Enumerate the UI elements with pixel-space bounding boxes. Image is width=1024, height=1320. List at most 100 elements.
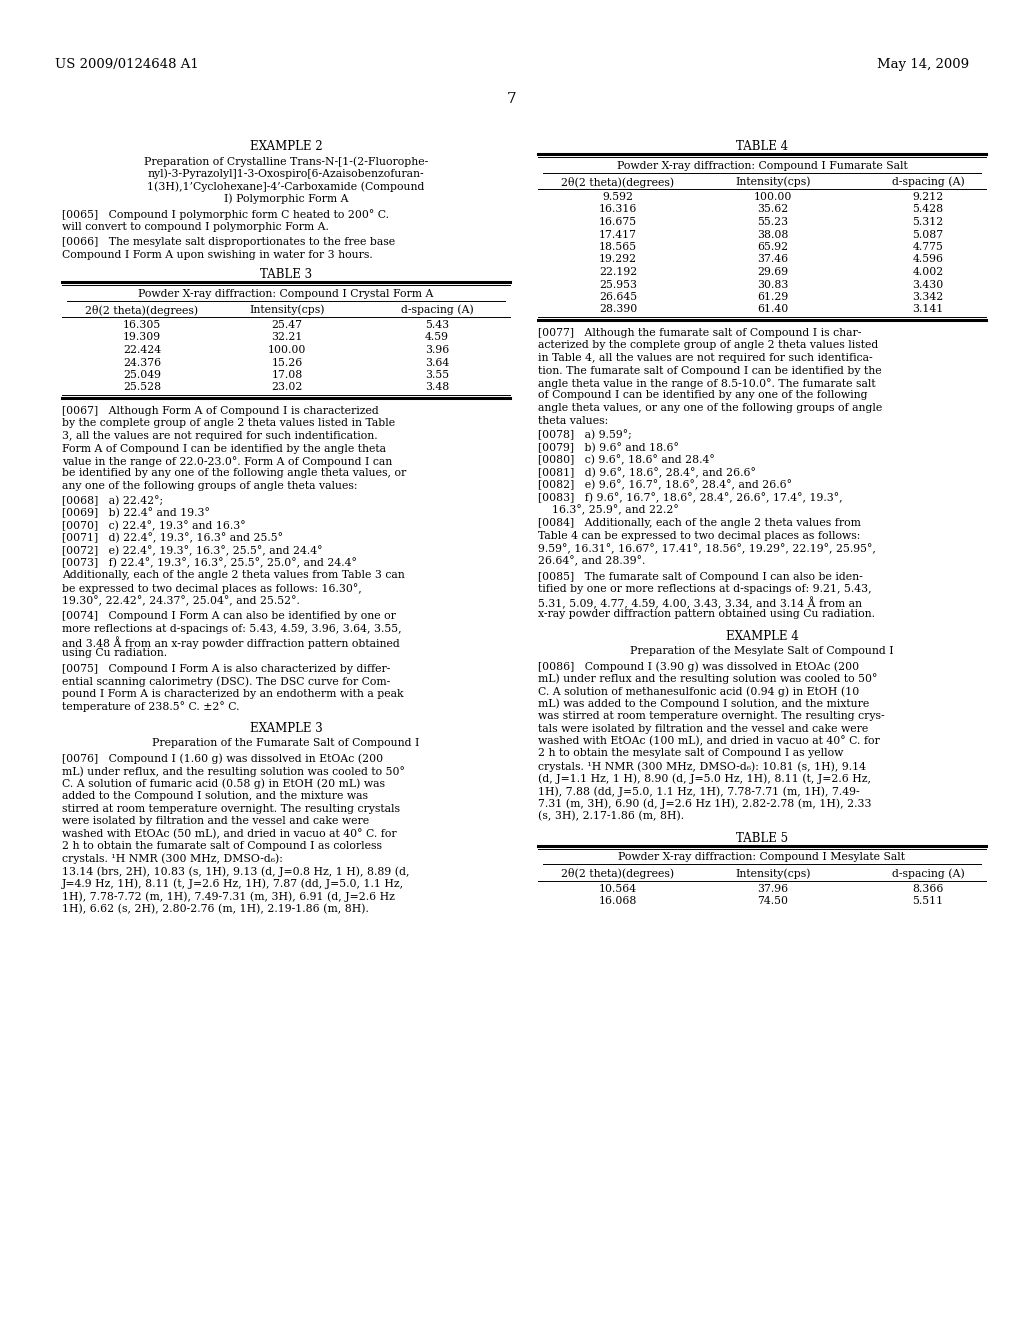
Text: 3.64: 3.64 [425, 358, 450, 367]
Text: Preparation of Crystalline Trans-N-[1-(2-Fluorophe-: Preparation of Crystalline Trans-N-[1-(2… [144, 156, 428, 166]
Text: 13.14 (brs, 2H), 10.83 (s, 1H), 9.13 (d, J=0.8 Hz, 1 H), 8.89 (d,: 13.14 (brs, 2H), 10.83 (s, 1H), 9.13 (d,… [62, 866, 410, 876]
Text: mL) was added to the Compound I solution, and the mixture: mL) was added to the Compound I solution… [538, 698, 869, 709]
Text: 61.40: 61.40 [758, 305, 788, 314]
Text: 2 h to obtain the fumarate salt of Compound I as colorless: 2 h to obtain the fumarate salt of Compo… [62, 841, 382, 851]
Text: 65.92: 65.92 [758, 242, 788, 252]
Text: TABLE 3: TABLE 3 [260, 268, 312, 281]
Text: 3.96: 3.96 [425, 345, 450, 355]
Text: crystals. ¹H NMR (300 MHz, DMSO-d₆):: crystals. ¹H NMR (300 MHz, DMSO-d₆): [62, 854, 283, 865]
Text: x-ray powder diffraction pattern obtained using Cu radiation.: x-ray powder diffraction pattern obtaine… [538, 609, 874, 619]
Text: 3, all the values are not required for such indentification.: 3, all the values are not required for s… [62, 432, 378, 441]
Text: 23.02: 23.02 [271, 383, 303, 392]
Text: added to the Compound I solution, and the mixture was: added to the Compound I solution, and th… [62, 791, 368, 801]
Text: d-spacing (A): d-spacing (A) [892, 177, 965, 187]
Text: [0085]   The fumarate salt of Compound I can also be iden-: [0085] The fumarate salt of Compound I c… [538, 572, 863, 582]
Text: 1(3H),1’Cyclohexane]-4’-Carboxamide (Compound: 1(3H),1’Cyclohexane]-4’-Carboxamide (Com… [147, 181, 425, 191]
Text: more reflections at d-spacings of: 5.43, 4.59, 3.96, 3.64, 3.55,: more reflections at d-spacings of: 5.43,… [62, 623, 401, 634]
Text: 16.316: 16.316 [599, 205, 637, 214]
Text: 22.192: 22.192 [599, 267, 637, 277]
Text: 19.292: 19.292 [599, 255, 637, 264]
Text: EXAMPLE 2: EXAMPLE 2 [250, 140, 323, 153]
Text: 4.775: 4.775 [912, 242, 943, 252]
Text: [0072]   e) 22.4°, 19.3°, 16.3°, 25.5°, and 24.4°: [0072] e) 22.4°, 19.3°, 16.3°, 25.5°, an… [62, 545, 323, 556]
Text: May 14, 2009: May 14, 2009 [877, 58, 969, 71]
Text: tion. The fumarate salt of Compound I can be identified by the: tion. The fumarate salt of Compound I ca… [538, 366, 882, 375]
Text: Intensity(cps): Intensity(cps) [249, 305, 325, 315]
Text: 4.59: 4.59 [425, 333, 449, 342]
Text: 24.376: 24.376 [123, 358, 161, 367]
Text: 5.31, 5.09, 4.77, 4.59, 4.00, 3.43, 3.34, and 3.14 Å from an: 5.31, 5.09, 4.77, 4.59, 4.00, 3.43, 3.34… [538, 597, 862, 609]
Text: 28.390: 28.390 [599, 305, 637, 314]
Text: [0069]   b) 22.4° and 19.3°: [0069] b) 22.4° and 19.3° [62, 508, 210, 519]
Text: [0073]   f) 22.4°, 19.3°, 16.3°, 25.5°, 25.0°, and 24.4°: [0073] f) 22.4°, 19.3°, 16.3°, 25.5°, 25… [62, 558, 357, 569]
Text: 25.049: 25.049 [123, 370, 161, 380]
Text: using Cu radiation.: using Cu radiation. [62, 648, 167, 659]
Text: Powder X-ray diffraction: Compound I Crystal Form A: Powder X-ray diffraction: Compound I Cry… [138, 289, 434, 300]
Text: Form A of Compound I can be identified by the angle theta: Form A of Compound I can be identified b… [62, 444, 386, 454]
Text: [0071]   d) 22.4°, 19.3°, 16.3° and 25.5°: [0071] d) 22.4°, 19.3°, 16.3° and 25.5° [62, 533, 283, 544]
Text: 2θ(2 theta)(degrees): 2θ(2 theta)(degrees) [561, 869, 675, 879]
Text: 3.342: 3.342 [912, 292, 944, 302]
Text: will convert to compound I polymorphic Form A.: will convert to compound I polymorphic F… [62, 222, 329, 231]
Text: EXAMPLE 3: EXAMPLE 3 [250, 722, 323, 735]
Text: 16.305: 16.305 [123, 319, 161, 330]
Text: theta values:: theta values: [538, 416, 608, 425]
Text: tified by one or more reflections at d-spacings of: 9.21, 5.43,: tified by one or more reflections at d-s… [538, 583, 871, 594]
Text: 100.00: 100.00 [754, 191, 793, 202]
Text: of Compound I can be identified by any one of the following: of Compound I can be identified by any o… [538, 391, 867, 400]
Text: pound I Form A is characterized by an endotherm with a peak: pound I Form A is characterized by an en… [62, 689, 403, 700]
Text: 3.430: 3.430 [912, 280, 944, 289]
Text: 37.96: 37.96 [758, 883, 788, 894]
Text: 4.002: 4.002 [912, 267, 944, 277]
Text: 9.59°, 16.31°, 16.67°, 17.41°, 18.56°, 19.29°, 22.19°, 25.95°,: 9.59°, 16.31°, 16.67°, 17.41°, 18.56°, 1… [538, 544, 876, 554]
Text: any one of the following groups of angle theta values:: any one of the following groups of angle… [62, 480, 357, 491]
Text: acterized by the complete group of angle 2 theta values listed: acterized by the complete group of angle… [538, 341, 879, 351]
Text: [0084]   Additionally, each of the angle 2 theta values from: [0084] Additionally, each of the angle 2… [538, 519, 861, 528]
Text: washed with EtOAc (100 mL), and dried in vacuo at 40° C. for: washed with EtOAc (100 mL), and dried in… [538, 737, 880, 747]
Text: [0082]   e) 9.6°, 16.7°, 18.6°, 28.4°, and 26.6°: [0082] e) 9.6°, 16.7°, 18.6°, 28.4°, and… [538, 480, 792, 491]
Text: nyl)-3-Pyrazolyl]1-3-Oxospiro[6-Azaisobenzofuran-: nyl)-3-Pyrazolyl]1-3-Oxospiro[6-Azaisobe… [147, 169, 424, 180]
Text: mL) under reflux, and the resulting solution was cooled to 50°: mL) under reflux, and the resulting solu… [62, 766, 404, 777]
Text: 35.62: 35.62 [758, 205, 788, 214]
Text: [0076]   Compound I (1.60 g) was dissolved in EtOAc (200: [0076] Compound I (1.60 g) was dissolved… [62, 754, 383, 764]
Text: 30.83: 30.83 [758, 280, 788, 289]
Text: were isolated by filtration and the vessel and cake were: were isolated by filtration and the vess… [62, 816, 369, 826]
Text: 3.55: 3.55 [425, 370, 450, 380]
Text: 22.424: 22.424 [123, 345, 161, 355]
Text: 4.596: 4.596 [912, 255, 943, 264]
Text: Preparation of the Mesylate Salt of Compound I: Preparation of the Mesylate Salt of Comp… [630, 645, 894, 656]
Text: 38.08: 38.08 [758, 230, 788, 239]
Text: 26.64°, and 28.39°.: 26.64°, and 28.39°. [538, 556, 645, 566]
Text: 100.00: 100.00 [268, 345, 306, 355]
Text: was stirred at room temperature overnight. The resulting crys-: was stirred at room temperature overnigh… [538, 711, 885, 721]
Text: 19.30°, 22.42°, 24.37°, 25.04°, and 25.52°.: 19.30°, 22.42°, 24.37°, 25.04°, and 25.5… [62, 595, 300, 606]
Text: 10.564: 10.564 [599, 883, 637, 894]
Text: [0075]   Compound I Form A is also characterized by differ-: [0075] Compound I Form A is also charact… [62, 664, 390, 675]
Text: be identified by any one of the following angle theta values, or: be identified by any one of the followin… [62, 469, 407, 479]
Text: 2θ(2 theta)(degrees): 2θ(2 theta)(degrees) [85, 305, 199, 315]
Text: 16.675: 16.675 [599, 216, 637, 227]
Text: [0083]   f) 9.6°, 16.7°, 18.6°, 28.4°, 26.6°, 17.4°, 19.3°,: [0083] f) 9.6°, 16.7°, 18.6°, 28.4°, 26.… [538, 492, 843, 503]
Text: 7: 7 [507, 92, 517, 106]
Text: [0081]   d) 9.6°, 18.6°, 28.4°, and 26.6°: [0081] d) 9.6°, 18.6°, 28.4°, and 26.6° [538, 467, 756, 478]
Text: C. A solution of methanesulfonic acid (0.94 g) in EtOH (10: C. A solution of methanesulfonic acid (0… [538, 686, 859, 697]
Text: in Table 4, all the values are not required for such identifica-: in Table 4, all the values are not requi… [538, 352, 872, 363]
Text: C. A solution of fumaric acid (0.58 g) in EtOH (20 mL) was: C. A solution of fumaric acid (0.58 g) i… [62, 779, 385, 789]
Text: [0068]   a) 22.42°;: [0068] a) 22.42°; [62, 495, 163, 506]
Text: Intensity(cps): Intensity(cps) [735, 869, 811, 879]
Text: EXAMPLE 4: EXAMPLE 4 [726, 630, 799, 643]
Text: stirred at room temperature overnight. The resulting crystals: stirred at room temperature overnight. T… [62, 804, 400, 813]
Text: 5.428: 5.428 [912, 205, 943, 214]
Text: 25.47: 25.47 [271, 319, 302, 330]
Text: 8.366: 8.366 [912, 883, 944, 894]
Text: [0078]   a) 9.59°;: [0078] a) 9.59°; [538, 430, 632, 441]
Text: (s, 3H), 2.17-1.86 (m, 8H).: (s, 3H), 2.17-1.86 (m, 8H). [538, 810, 684, 821]
Text: 2θ(2 theta)(degrees): 2θ(2 theta)(degrees) [561, 177, 675, 187]
Text: angle theta value in the range of 8.5-10.0°. The fumarate salt: angle theta value in the range of 8.5-10… [538, 378, 876, 389]
Text: ential scanning calorimetry (DSC). The DSC curve for Com-: ential scanning calorimetry (DSC). The D… [62, 676, 390, 688]
Text: TABLE 4: TABLE 4 [736, 140, 788, 153]
Text: 5.511: 5.511 [912, 896, 943, 906]
Text: by the complete group of angle 2 theta values listed in Table: by the complete group of angle 2 theta v… [62, 418, 395, 429]
Text: Preparation of the Fumarate Salt of Compound I: Preparation of the Fumarate Salt of Comp… [153, 738, 420, 748]
Text: Additionally, each of the angle 2 theta values from Table 3 can: Additionally, each of the angle 2 theta … [62, 570, 404, 581]
